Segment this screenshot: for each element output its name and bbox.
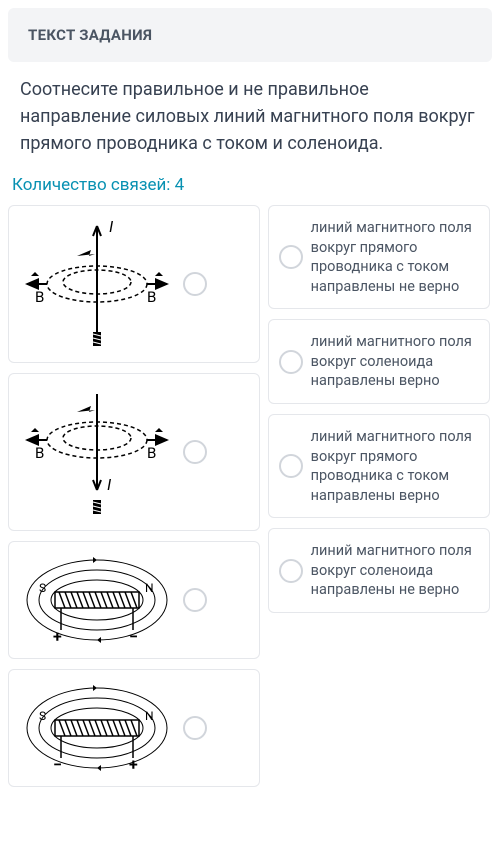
right-label-1: линий магнитного поля вокруг прямого про… bbox=[311, 218, 480, 296]
b-right: B bbox=[147, 288, 156, 306]
minus-label: − bbox=[129, 627, 138, 646]
s-pole: S bbox=[39, 581, 46, 595]
minus-label: − bbox=[53, 755, 62, 774]
s-pole: S bbox=[39, 709, 46, 723]
right-label-3: линий магнитного поля вокруг прямого про… bbox=[311, 427, 480, 505]
b-left: B bbox=[35, 288, 44, 306]
right-radio-1[interactable] bbox=[279, 245, 303, 269]
right-item-1[interactable]: линий магнитного поля вокруг прямого про… bbox=[268, 205, 491, 309]
header-title: ТЕКСТ ЗАДАНИЯ bbox=[28, 26, 472, 44]
question-text: Соотнесите правильное и не правильное на… bbox=[8, 76, 492, 169]
right-item-4[interactable]: линий магнитного поля вокруг соленоида н… bbox=[268, 528, 491, 613]
right-radio-3[interactable] bbox=[279, 454, 303, 478]
right-label-4: линий магнитного поля вокруг соленоида н… bbox=[311, 541, 480, 600]
i-label: I bbox=[107, 475, 112, 494]
left-item-2[interactable]: I B B bbox=[8, 373, 260, 531]
plus-label: + bbox=[53, 627, 62, 646]
right-label-2: линий магнитного поля вокруг соленоида н… bbox=[311, 332, 480, 391]
right-radio-4[interactable] bbox=[279, 559, 303, 583]
header-card: ТЕКСТ ЗАДАНИЯ bbox=[8, 8, 492, 62]
left-item-3[interactable]: + − S N bbox=[8, 541, 260, 659]
left-radio-4[interactable] bbox=[183, 716, 207, 740]
diagram-solenoid-2: − + S N bbox=[17, 678, 177, 778]
left-item-4[interactable]: − + S N bbox=[8, 669, 260, 787]
connections-count: Количество связей: 4 bbox=[8, 169, 492, 205]
n-pole: N bbox=[145, 709, 154, 723]
right-radio-2[interactable] bbox=[279, 350, 303, 374]
match-area: I B B bbox=[8, 205, 492, 787]
b-left: B bbox=[35, 444, 44, 462]
left-column: I B B bbox=[8, 205, 260, 787]
n-pole: N bbox=[145, 581, 154, 595]
diagram-wire-down: I B B bbox=[17, 382, 177, 522]
i-label: I bbox=[109, 217, 114, 236]
left-item-1[interactable]: I B B bbox=[8, 205, 260, 363]
diagram-solenoid-1: + − S N bbox=[17, 550, 177, 650]
right-item-3[interactable]: линий магнитного поля вокруг прямого про… bbox=[268, 414, 491, 518]
left-radio-3[interactable] bbox=[183, 588, 207, 612]
left-radio-1[interactable] bbox=[183, 272, 207, 296]
diagram-wire-up: I B B bbox=[17, 214, 177, 354]
plus-label: + bbox=[129, 755, 138, 774]
right-item-2[interactable]: линий магнитного поля вокруг соленоида н… bbox=[268, 319, 491, 404]
b-right: B bbox=[147, 444, 156, 462]
task-container: ТЕКСТ ЗАДАНИЯ Соотнесите правильное и не… bbox=[0, 0, 500, 795]
left-radio-2[interactable] bbox=[183, 440, 207, 464]
right-column: линий магнитного поля вокруг прямого про… bbox=[268, 205, 491, 787]
